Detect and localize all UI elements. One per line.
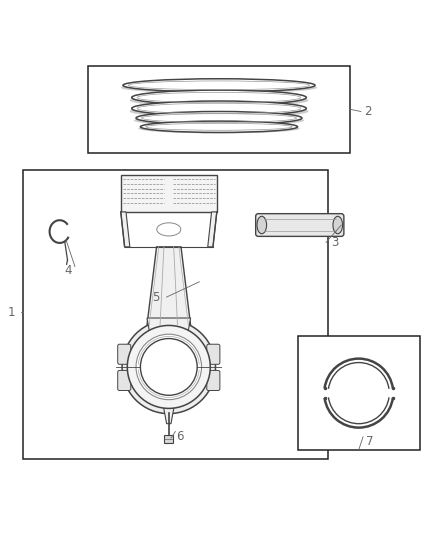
Text: 5: 5 [152,290,159,304]
Polygon shape [208,212,217,247]
Ellipse shape [134,115,304,126]
Ellipse shape [123,79,315,92]
Text: 4: 4 [65,264,72,277]
Circle shape [136,334,201,400]
Bar [164,435,173,443]
Ellipse shape [132,101,306,116]
FancyBboxPatch shape [207,344,220,364]
Ellipse shape [136,111,302,125]
Ellipse shape [138,124,300,133]
FancyBboxPatch shape [256,214,344,236]
Ellipse shape [132,90,306,105]
Bar [297,336,420,450]
Polygon shape [121,212,130,247]
Polygon shape [147,318,191,424]
Circle shape [141,338,197,395]
Ellipse shape [130,94,308,107]
Text: 7: 7 [366,434,373,448]
Text: 3: 3 [331,236,339,249]
FancyBboxPatch shape [118,370,131,391]
FancyBboxPatch shape [207,370,220,391]
Text: 1: 1 [8,306,15,319]
Bar [22,171,328,458]
Circle shape [127,326,210,408]
Text: 2: 2 [364,105,371,118]
Ellipse shape [333,216,343,234]
Bar [88,66,350,153]
Text: 6: 6 [176,430,184,443]
Ellipse shape [257,216,267,234]
Circle shape [122,320,215,414]
Ellipse shape [130,105,308,118]
Ellipse shape [121,82,317,93]
Ellipse shape [141,121,297,133]
FancyBboxPatch shape [118,344,131,364]
FancyBboxPatch shape [121,175,217,212]
Polygon shape [147,247,191,326]
